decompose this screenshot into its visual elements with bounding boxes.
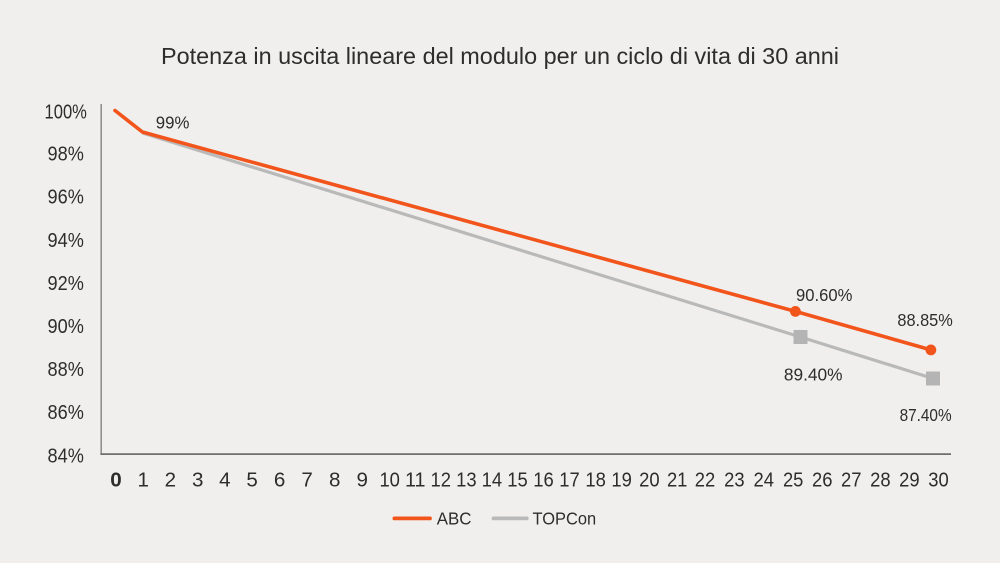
svg-text:15: 15 xyxy=(507,469,528,492)
svg-text:27: 27 xyxy=(841,469,862,492)
svg-text:88.85%: 88.85% xyxy=(897,310,952,330)
svg-text:8: 8 xyxy=(329,469,340,492)
svg-text:12: 12 xyxy=(431,469,452,492)
svg-text:7: 7 xyxy=(301,469,312,492)
svg-text:19: 19 xyxy=(611,469,632,492)
svg-text:0: 0 xyxy=(110,469,121,492)
svg-text:5: 5 xyxy=(246,469,257,492)
svg-text:100%: 100% xyxy=(45,101,87,124)
svg-text:4: 4 xyxy=(219,469,230,492)
svg-text:18: 18 xyxy=(585,469,606,492)
svg-text:90.60%: 90.60% xyxy=(796,285,852,305)
svg-text:2: 2 xyxy=(165,469,176,492)
svg-text:17: 17 xyxy=(559,469,580,492)
svg-text:30: 30 xyxy=(928,469,949,492)
svg-text:ABC: ABC xyxy=(437,509,472,529)
svg-text:94%: 94% xyxy=(48,229,84,252)
svg-text:92%: 92% xyxy=(48,272,84,295)
svg-text:9: 9 xyxy=(356,469,367,492)
svg-text:1: 1 xyxy=(137,469,148,492)
svg-text:22: 22 xyxy=(695,469,716,492)
svg-text:11: 11 xyxy=(405,469,426,492)
svg-text:13: 13 xyxy=(456,469,477,492)
svg-text:16: 16 xyxy=(533,469,554,492)
svg-text:Potenza in uscita lineare del: Potenza in uscita lineare del modulo per… xyxy=(161,43,839,69)
svg-text:6: 6 xyxy=(274,469,285,492)
svg-text:21: 21 xyxy=(667,469,688,492)
svg-text:TOPCon: TOPCon xyxy=(533,509,597,529)
svg-text:29: 29 xyxy=(899,469,920,492)
svg-text:20: 20 xyxy=(639,469,660,492)
svg-text:14: 14 xyxy=(482,469,503,492)
svg-text:89.40%: 89.40% xyxy=(784,365,843,385)
svg-text:25: 25 xyxy=(783,469,804,492)
svg-text:99%: 99% xyxy=(156,113,190,133)
svg-text:28: 28 xyxy=(870,469,891,492)
svg-text:96%: 96% xyxy=(48,186,84,209)
svg-text:98%: 98% xyxy=(48,143,84,166)
svg-text:3: 3 xyxy=(192,469,203,492)
svg-text:84%: 84% xyxy=(48,444,84,467)
svg-text:23: 23 xyxy=(724,469,745,492)
svg-text:87.40%: 87.40% xyxy=(900,405,952,425)
svg-text:86%: 86% xyxy=(48,401,84,424)
svg-text:88%: 88% xyxy=(48,358,84,381)
svg-text:90%: 90% xyxy=(48,315,84,338)
svg-text:10: 10 xyxy=(379,469,400,492)
svg-text:26: 26 xyxy=(812,469,833,492)
svg-text:24: 24 xyxy=(754,469,775,492)
